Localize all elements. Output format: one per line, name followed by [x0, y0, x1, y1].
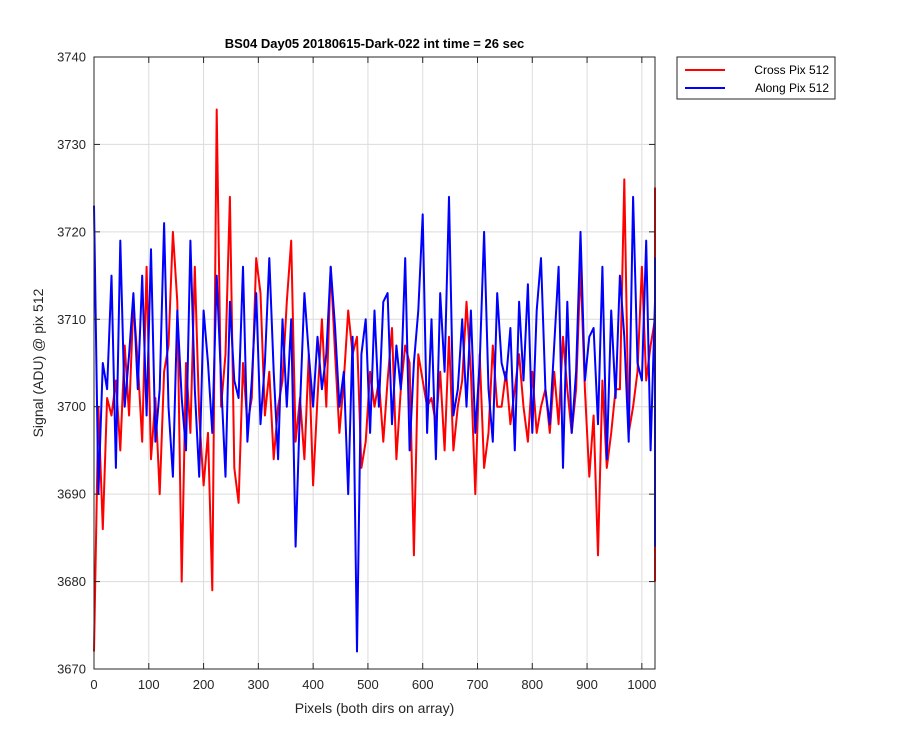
x-tick-label: 800 [521, 677, 543, 692]
x-tick-label: 600 [412, 677, 434, 692]
y-tick-label: 3720 [57, 224, 86, 239]
y-tick-label: 3730 [57, 137, 86, 152]
x-tick-label: 100 [138, 677, 160, 692]
legend-box [676, 56, 836, 100]
x-tick-label: 700 [467, 677, 489, 692]
x-tick-label: 200 [193, 677, 215, 692]
chart-title: BS04 Day05 20180615-Dark-022 int time = … [225, 36, 525, 51]
x-tick-label: 0 [90, 677, 97, 692]
series-line-cross-pix-512 [93, 108, 656, 652]
legend-label-cross: Cross Pix 512 [754, 63, 829, 77]
y-tick-label: 3740 [57, 50, 86, 65]
y-tick-label: 3710 [57, 312, 86, 327]
x-tick-label: 400 [302, 677, 324, 692]
x-tick-label: 900 [576, 677, 598, 692]
x-tick-label: 1000 [627, 677, 656, 692]
y-axis-title: Signal (ADU) @ pix 512 [30, 288, 46, 437]
legend[interactable]: Cross Pix 512 Along Pix 512 [676, 56, 836, 100]
legend-label-along: Along Pix 512 [755, 81, 829, 95]
y-tick-label: 3700 [57, 399, 86, 414]
series-layer [93, 108, 656, 653]
series-line-along-pix-512 [93, 195, 656, 653]
y-tick-label: 3680 [57, 574, 86, 589]
x-tick-label: 300 [248, 677, 270, 692]
y-tick-label: 3670 [57, 662, 86, 677]
axes-frame [93, 56, 656, 670]
x-tick-label: 500 [357, 677, 379, 692]
y-tick-label: 3690 [57, 487, 86, 502]
x-axis-title: Pixels (both dirs on array) [295, 700, 455, 716]
ticks: 0 100 200 300 400 500 600 700 800 900 1000 3670 3680… [57, 50, 656, 693]
